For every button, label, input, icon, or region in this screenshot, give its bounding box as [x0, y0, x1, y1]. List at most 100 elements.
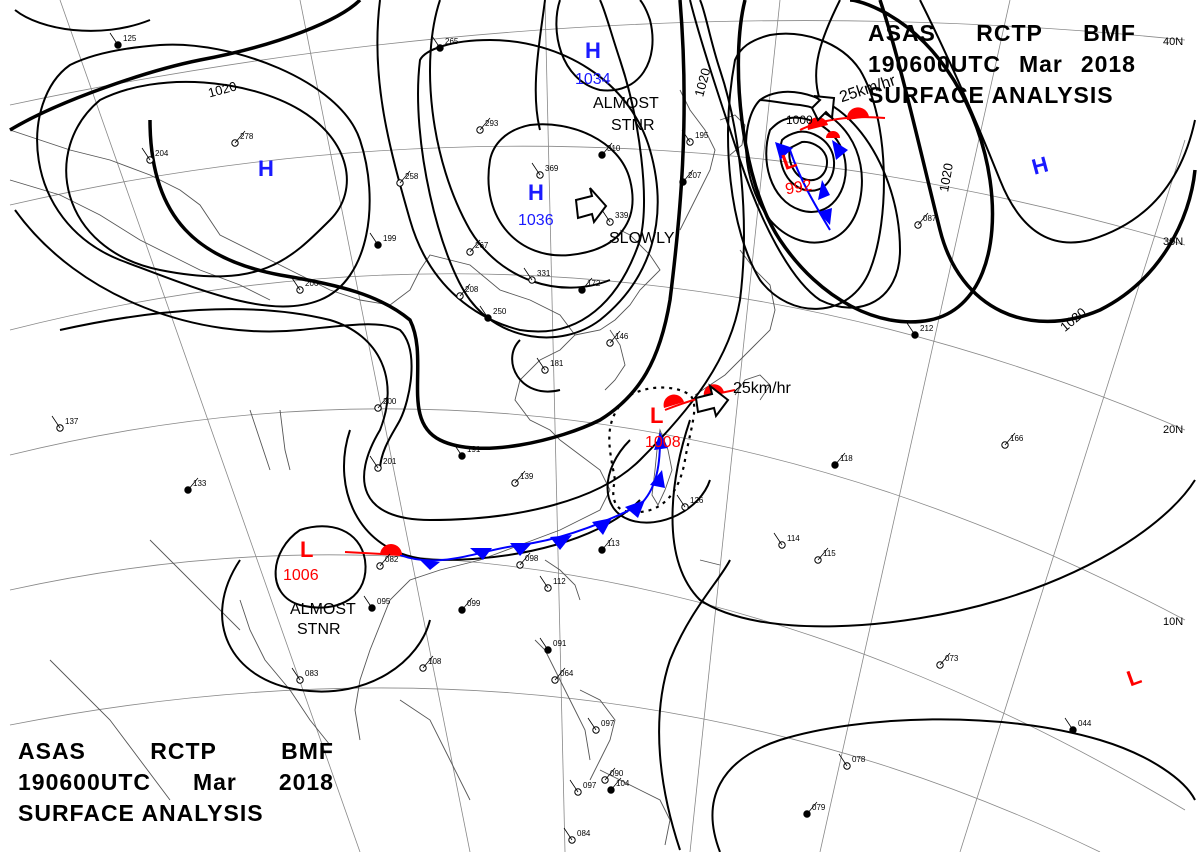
station-wind-barb: [461, 597, 473, 611]
station-wind-barb: [676, 494, 686, 508]
isobar-label: 1020: [206, 78, 238, 100]
station-wind-barb: [377, 395, 389, 409]
station-pressure: 195: [695, 131, 709, 140]
station-wind-barb: [291, 277, 301, 291]
almost-stnr-1-line2: STNR: [611, 117, 655, 134]
station-wind-barb: [234, 130, 246, 144]
header-row-1: ASAS RCTP BMF: [18, 736, 334, 767]
station-pressure: 199: [383, 234, 397, 243]
station-pressure: 099: [467, 599, 481, 608]
lat-lon-grid: [9, 0, 1186, 852]
movement-arrows: [574, 95, 836, 419]
station-pressure: 118: [840, 454, 853, 463]
station-pressure: 078: [852, 755, 866, 764]
low-1006-symbol: L: [300, 537, 313, 562]
station-pressure: 201: [383, 457, 397, 466]
coastlines: [9, 89, 776, 846]
station-wind-barb: [817, 547, 829, 561]
station-pressure: 112: [553, 577, 566, 586]
latitude-label: 40N: [1163, 36, 1183, 48]
low-1008-symbol: L: [650, 403, 663, 428]
station-pressure: 181: [550, 359, 564, 368]
station-pressure: 083: [305, 669, 319, 678]
station-pressure: 212: [920, 324, 934, 333]
station-pressure: 293: [485, 119, 499, 128]
station-wind-barb: [1004, 432, 1016, 446]
station-wind-barb: [536, 357, 546, 371]
station-wind-barb: [291, 667, 301, 681]
station-wind-barb: [479, 305, 489, 319]
station-wind-barb: [531, 162, 541, 176]
station-pressure: 331: [537, 269, 551, 278]
low-1008-value: 1008: [645, 434, 681, 451]
isobar-label: 1020: [936, 162, 956, 193]
low-992-value: 992: [784, 177, 813, 198]
header-row-2: 190600UTC Mar 2018: [18, 767, 334, 798]
station-wind-barb: [369, 455, 379, 469]
station-pressure: 206: [305, 279, 319, 288]
almost-stnr-2-line2: STNR: [297, 621, 341, 638]
station-pressure: 172: [587, 279, 601, 288]
station-wind-barb: [609, 330, 621, 344]
station-wind-barb: [838, 753, 848, 767]
station-pressure: 208: [465, 285, 479, 294]
header-time: 190600UTC: [868, 51, 1002, 77]
isobar-label: 1000: [786, 113, 813, 127]
station-pressure: 258: [405, 172, 419, 181]
header-top: ASAS RCTP BMF 190600UTC Mar 2018 SURFACE…: [868, 18, 1136, 111]
station-wind-barb: [939, 652, 951, 666]
station-pressure: 339: [615, 211, 629, 220]
station-wind-barb: [422, 655, 434, 669]
latitude-label: 20N: [1163, 424, 1183, 436]
station-pressure: 200: [383, 397, 397, 406]
speed-center-label: 25km/hr: [733, 380, 791, 397]
station-pressure: 265: [445, 37, 459, 46]
high-1034-value: 1034: [575, 71, 611, 88]
almost-stnr-2-line1: ALMOST: [290, 601, 356, 618]
station-wind-barb: [514, 470, 526, 484]
station-pressure: 098: [525, 554, 539, 563]
station-plots: 265 293 369 310 339 258 199 267 331 172 206 208 250 1…: [51, 32, 1092, 844]
station-wind-barb: [554, 667, 566, 681]
station-pressure: 137: [65, 417, 79, 426]
header-time: 190600UTC: [18, 769, 152, 795]
station-wind-barb: [1064, 717, 1074, 731]
station-pressure: 115: [823, 549, 836, 558]
high-east-symbol: H: [1029, 151, 1051, 179]
station-wind-barb: [681, 129, 691, 143]
high-1036-symbol: H: [528, 180, 544, 205]
station-pressure: 114: [787, 534, 800, 543]
header-title: SURFACE ANALYSIS: [868, 82, 1114, 108]
station-wind-barb: [906, 322, 916, 336]
station-wind-barb: [469, 239, 481, 253]
isobar-label: 1020: [1057, 305, 1089, 335]
station-pressure: 310: [607, 144, 621, 153]
station-pressure: 073: [945, 654, 959, 663]
station-wind-barb: [453, 443, 463, 457]
header-month: Mar: [1018, 51, 1063, 77]
station-pressure: 139: [520, 472, 534, 481]
low-southeast-symbol: L: [1123, 663, 1144, 691]
header-code: BMF: [281, 738, 334, 764]
station-pressure: 146: [615, 332, 629, 341]
latitude-label: 10N: [1163, 616, 1183, 628]
arrow-slowly: [574, 187, 608, 225]
station-wind-barb: [363, 595, 373, 609]
station-pressure: 250: [493, 307, 507, 316]
arrow-center: [694, 383, 730, 419]
station-wind-barb: [682, 169, 694, 183]
header-title: SURFACE ANALYSIS: [18, 800, 264, 826]
station-pressure: 166: [1010, 434, 1024, 443]
station-wind-barb: [601, 142, 613, 156]
station-wind-barb: [379, 553, 391, 567]
station-wind-barb: [479, 117, 491, 131]
station-wind-barb: [539, 575, 549, 589]
station-pressure: 191: [467, 445, 481, 454]
low-1006-value: 1006: [283, 567, 319, 584]
station-wind-barb: [773, 532, 783, 546]
fronts: [344, 107, 886, 570]
station-wind-barb: [917, 212, 929, 226]
station-wind-barb: [581, 277, 593, 291]
